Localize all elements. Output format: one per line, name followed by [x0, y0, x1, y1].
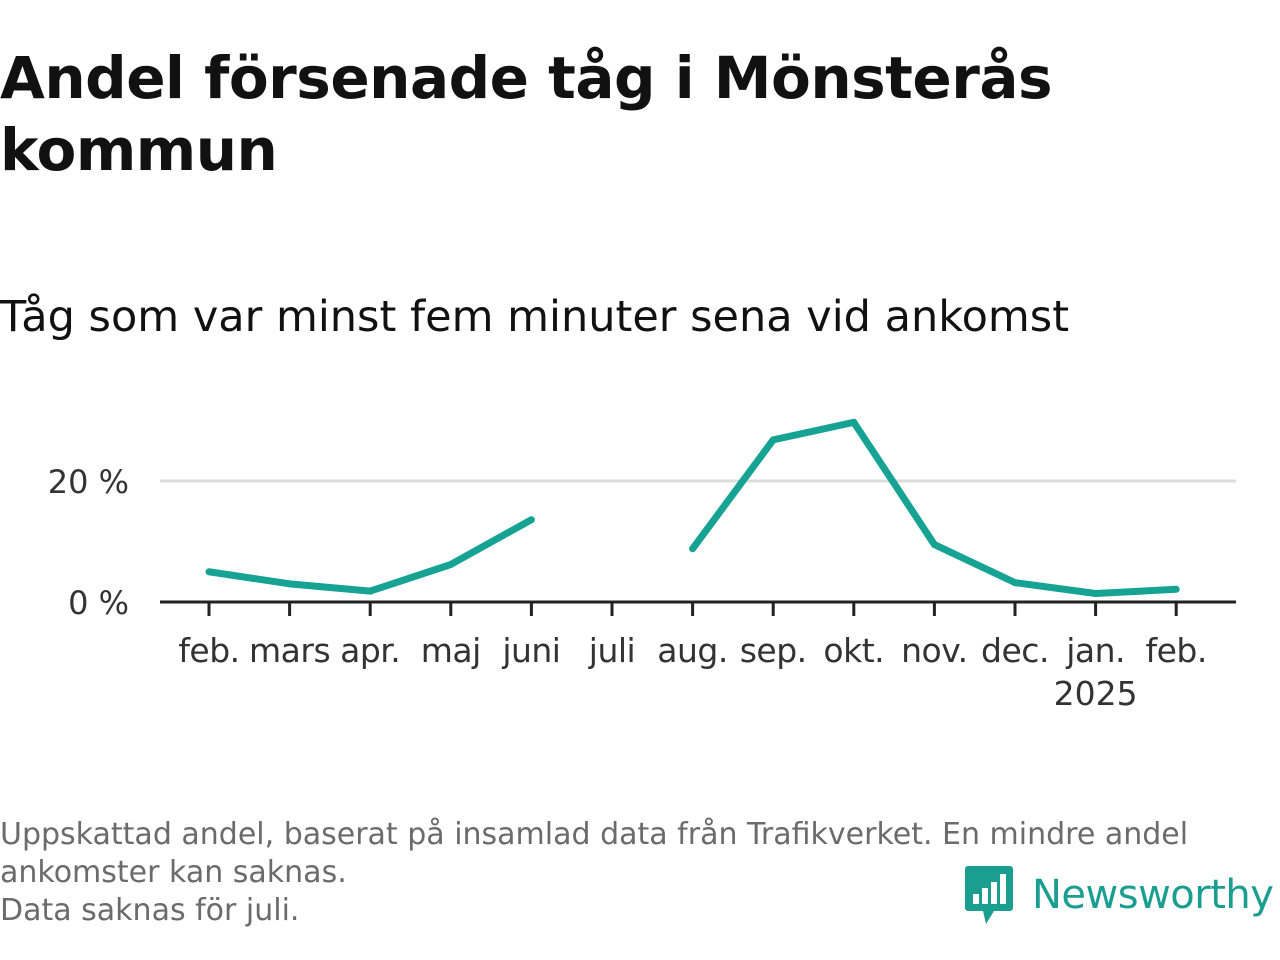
footnote-line: ankomster kan saknas.	[0, 855, 347, 890]
data-point	[366, 587, 374, 595]
y-tick-label: 0 %	[68, 584, 129, 622]
brand-name: Newsworthy	[1032, 872, 1274, 918]
data-point	[850, 418, 858, 426]
x-tick-label: nov.	[901, 631, 968, 670]
x-tick-label: feb.	[178, 631, 239, 670]
series-andel-forsenade	[205, 418, 1180, 598]
data-point	[205, 568, 213, 576]
data-point	[930, 541, 938, 549]
series-line-segment	[689, 418, 1177, 598]
data-point	[1172, 585, 1180, 593]
x-tick-label: feb.	[1146, 631, 1207, 670]
x-tick-label: juni	[501, 631, 560, 670]
x-tick-label: okt.	[823, 631, 884, 670]
series-line-segment	[208, 516, 534, 595]
x-tick-label: apr.	[340, 631, 400, 670]
footnote: Uppskattad andel, baserat på insamlad da…	[0, 816, 1270, 930]
data-point	[286, 580, 294, 588]
y-tick-label: 20 %	[48, 463, 129, 501]
footnote-line: Uppskattad andel, baserat på insamlad da…	[0, 817, 1189, 852]
data-point	[447, 560, 455, 568]
x-tick-label: juli	[588, 631, 635, 670]
brand-logo: Newsworthy	[964, 864, 1274, 926]
x-tick-label: dec.	[981, 631, 1049, 670]
x-axis-tick-labels: feb. mars apr. maj juni juli aug. sep. okt. nov. d…	[178, 631, 1207, 713]
footnote-line: Data saknas för juli.	[0, 893, 300, 928]
data-point	[1092, 590, 1100, 598]
x-tick-label: jan.	[1065, 631, 1125, 670]
x-tick-label: maj	[421, 631, 481, 670]
data-point	[527, 516, 535, 524]
x-tick-label: aug.	[657, 631, 728, 670]
x-tick-label: mars	[249, 631, 330, 670]
chart-subtitle: Tåg som var minst fem minuter sena vid a…	[0, 292, 1070, 342]
y-axis-tick-labels: 0 % 20 %	[48, 463, 129, 622]
data-point	[1011, 579, 1019, 587]
newsworthy-logo-icon	[965, 866, 1013, 924]
x-year-label: 2025	[1054, 674, 1138, 713]
x-tick-label: sep.	[740, 631, 807, 670]
chart-title: Andel försenade tåg i Mönsterås kommun	[0, 44, 1052, 184]
data-point	[689, 545, 697, 553]
x-axis	[160, 600, 1236, 616]
data-point	[769, 436, 777, 444]
